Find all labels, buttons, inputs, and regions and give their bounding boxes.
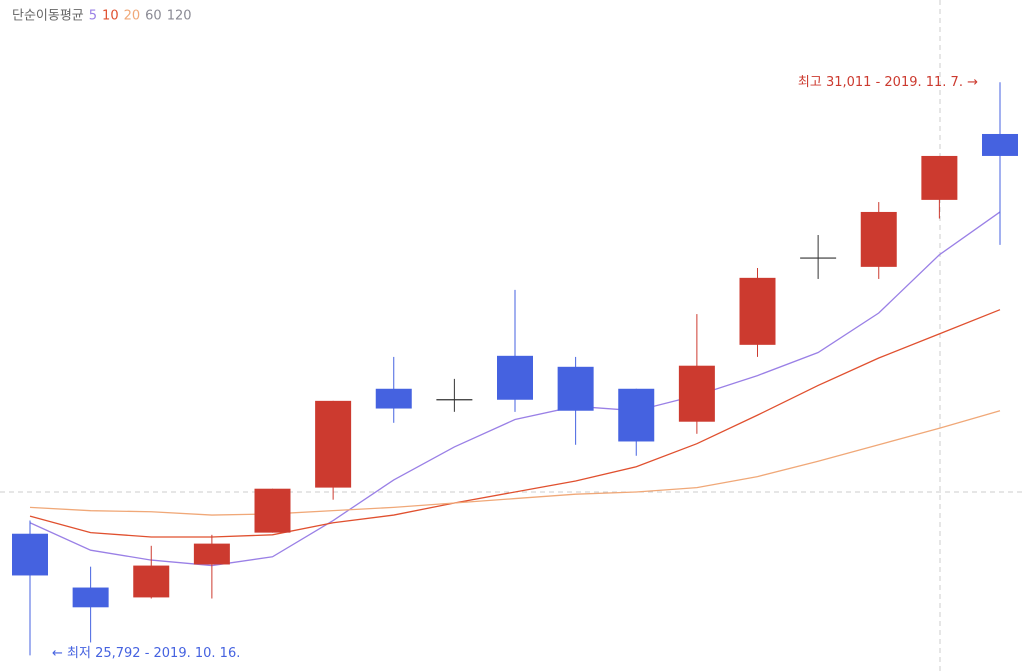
candle-body xyxy=(12,533,48,576)
legend-item: 60 xyxy=(145,9,162,24)
candle-body xyxy=(739,277,776,345)
candle-body xyxy=(497,355,533,400)
candle-body xyxy=(678,365,715,422)
annotation-high: 최고 31,011 - 2019. 11. 7. → xyxy=(798,75,978,90)
candle-body xyxy=(315,400,352,488)
moving-average-line xyxy=(29,309,1001,538)
candle-body xyxy=(982,133,1018,156)
legend-item: 120 xyxy=(167,9,192,24)
moving-average-line xyxy=(29,211,1001,567)
candle-body xyxy=(254,488,291,533)
legend-item: 5 xyxy=(89,9,97,24)
candle-body xyxy=(557,366,594,411)
candle-body xyxy=(72,587,109,608)
moving-average-line xyxy=(29,410,1001,516)
legend-item: 10 xyxy=(102,9,119,24)
candle-body xyxy=(860,211,897,267)
candle-body xyxy=(193,543,230,565)
candle-body xyxy=(133,565,170,598)
legend-title: 단순이동평균 xyxy=(12,9,84,24)
candle-body xyxy=(618,388,655,442)
candle-body xyxy=(921,155,958,200)
annotation-low: ← 최저 25,792 - 2019. 10. 16. xyxy=(52,646,240,661)
legend-item: 20 xyxy=(124,9,141,24)
candle-body xyxy=(375,388,412,409)
